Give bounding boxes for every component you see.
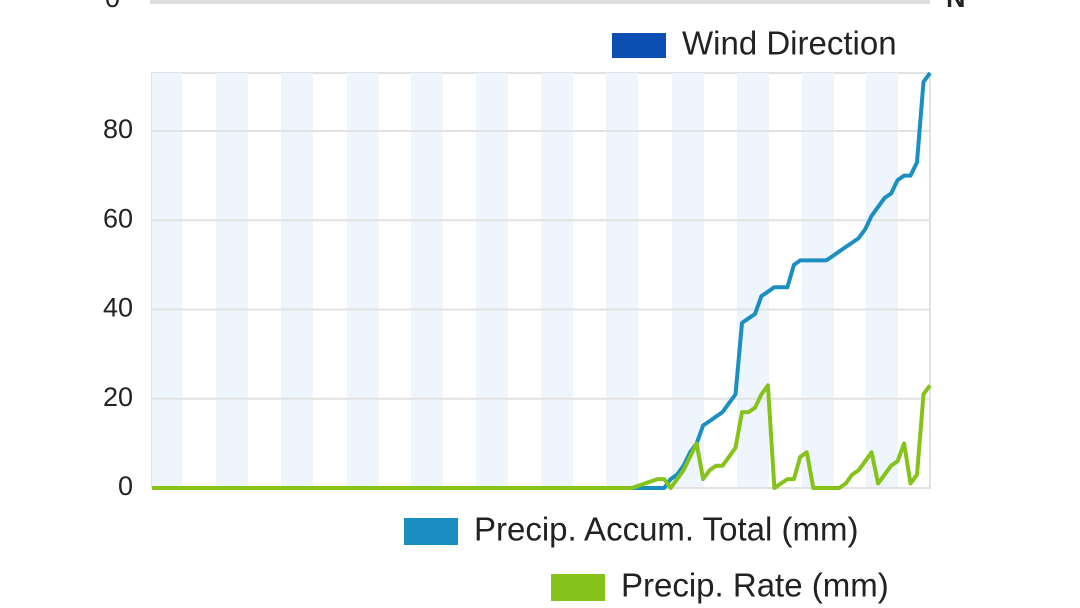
time-band — [152, 73, 182, 488]
time-band — [737, 73, 769, 488]
time-band — [802, 73, 834, 488]
time-band — [866, 73, 898, 488]
time-band — [672, 73, 704, 488]
time-band — [347, 73, 379, 488]
top-y-tick-label: 0 — [105, 0, 120, 13]
legend-swatch — [612, 33, 666, 58]
y-tick-label: 20 — [103, 382, 133, 412]
y-tick-label: 40 — [103, 293, 133, 323]
time-band — [541, 73, 573, 488]
time-band — [476, 73, 508, 488]
time-band — [606, 73, 638, 488]
legend-label: Precip. Accum. Total (mm) — [474, 511, 858, 548]
time-band — [411, 73, 443, 488]
time-band — [281, 73, 313, 488]
legend-swatch — [404, 518, 458, 545]
time-band — [216, 73, 248, 488]
legend-swatch — [551, 574, 605, 601]
legend-label: Precip. Rate (mm) — [621, 567, 889, 604]
y-tick-label: 60 — [103, 203, 133, 233]
legend-label: Wind Direction — [682, 25, 897, 62]
data-line — [152, 383, 932, 490]
y-tick-label: 80 — [103, 114, 133, 144]
top-y2-tick-label: N — [946, 0, 966, 13]
y-tick-label: 0 — [118, 471, 133, 501]
